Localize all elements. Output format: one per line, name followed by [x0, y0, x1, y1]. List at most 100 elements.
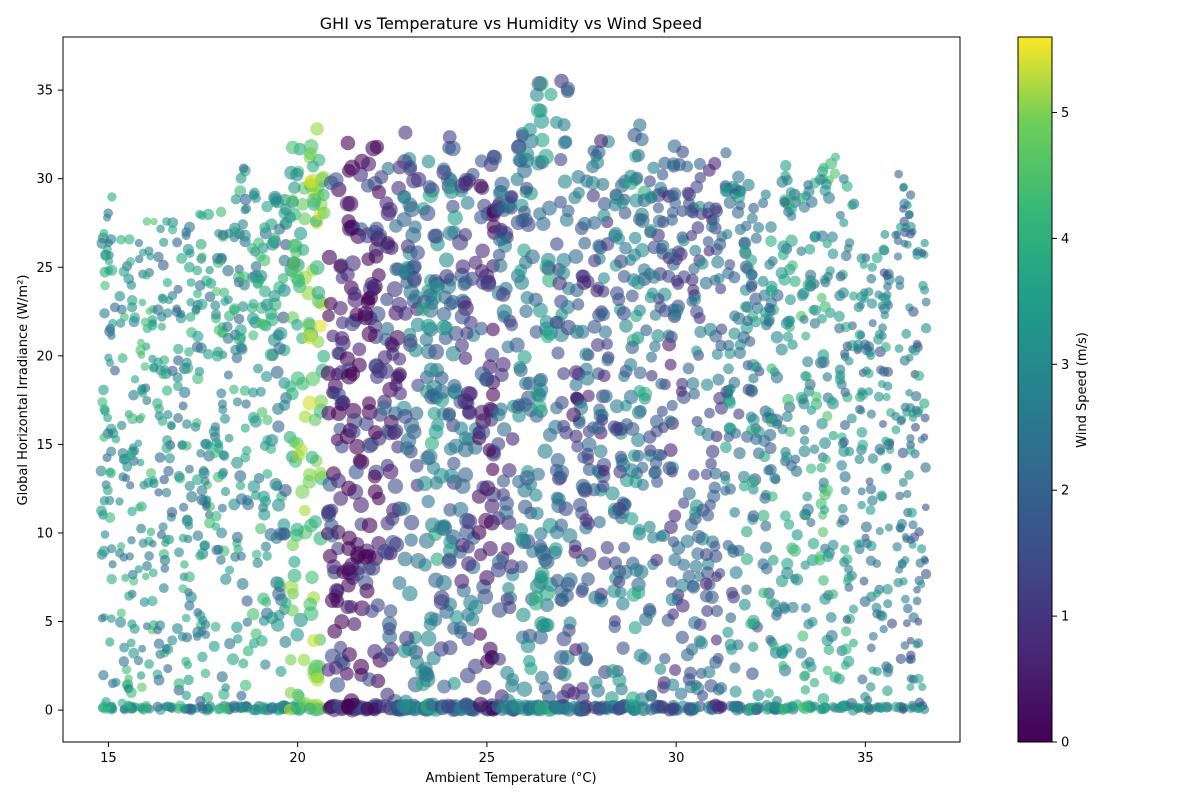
- scatter-point: [784, 294, 796, 306]
- scatter-point: [298, 410, 312, 424]
- scatter-point: [396, 212, 412, 228]
- scatter-point: [765, 235, 777, 247]
- scatter-point: [306, 160, 320, 173]
- scatter-point: [866, 409, 876, 419]
- scatter-point: [628, 231, 642, 245]
- scatter-point: [99, 496, 110, 506]
- scatter-point: [181, 613, 191, 623]
- scatter-point: [192, 474, 203, 486]
- scatter-point: [917, 436, 926, 444]
- scatter-point: [647, 270, 661, 284]
- scatter-point: [197, 651, 208, 663]
- scatter-point: [853, 343, 863, 353]
- scatter-point: [915, 558, 925, 568]
- scatter-point: [446, 199, 460, 214]
- scatter-point: [150, 217, 158, 226]
- scatter-point: [204, 291, 216, 303]
- scatter-point: [455, 259, 471, 275]
- scatter-point: [597, 209, 611, 223]
- scatter-point: [656, 239, 670, 253]
- scatter-point: [827, 396, 837, 406]
- scatter-point: [376, 400, 392, 416]
- scatter-point: [760, 541, 773, 554]
- scatter-point: [884, 523, 894, 532]
- scatter-point: [136, 458, 145, 467]
- scatter-point: [776, 646, 789, 659]
- scatter-point: [817, 692, 830, 705]
- scatter-point: [163, 465, 174, 477]
- scatter-point: [382, 463, 399, 480]
- scatter-point: [908, 520, 918, 530]
- scatter-point: [800, 560, 810, 570]
- scatter-point: [678, 497, 690, 509]
- scatter-point: [403, 514, 420, 531]
- scatter-point: [631, 585, 646, 600]
- y-tick-label: 15: [36, 438, 53, 453]
- scatter-point: [569, 378, 583, 392]
- scatter-point: [920, 238, 929, 248]
- scatter-point: [115, 616, 126, 628]
- scatter-point: [865, 477, 874, 486]
- scatter-point: [796, 246, 807, 257]
- scatter-point: [643, 430, 657, 444]
- scatter-point: [184, 221, 195, 233]
- x-tick-label: 30: [668, 751, 685, 766]
- scatter-point: [751, 704, 763, 716]
- scatter-point: [579, 347, 593, 361]
- scatter-point: [210, 300, 221, 311]
- scatter-point: [475, 243, 490, 259]
- scatter-point: [118, 656, 130, 667]
- scatter-point: [519, 147, 535, 162]
- scatter-point: [512, 408, 526, 423]
- scatter-point: [597, 196, 612, 211]
- scatter-point: [905, 353, 914, 362]
- scatter-point: [333, 491, 349, 506]
- scatter-point: [409, 406, 424, 421]
- scatter-point: [635, 213, 650, 228]
- scatter-point: [153, 674, 165, 686]
- scatter-point: [631, 275, 646, 290]
- scatter-point: [634, 564, 649, 579]
- scatter-point: [557, 367, 571, 381]
- scatter-point: [495, 356, 511, 373]
- scatter-point: [403, 333, 418, 348]
- scatter-point: [349, 438, 366, 455]
- scatter-point: [576, 582, 589, 596]
- scatter-point: [861, 533, 870, 542]
- scatter-point: [880, 229, 890, 239]
- scatter-point: [359, 583, 375, 599]
- scatter-point: [238, 271, 250, 283]
- colorbar-label: Wind Speed (m/s): [1075, 332, 1090, 448]
- scatter-point: [108, 318, 118, 328]
- scatter-point: [157, 322, 166, 331]
- scatter-point: [696, 257, 709, 270]
- scatter-point: [502, 582, 515, 595]
- scatter-point: [578, 651, 593, 666]
- scatter-point: [274, 223, 286, 235]
- scatter-point: [126, 257, 135, 266]
- scatter-point: [236, 332, 247, 343]
- scatter-point: [163, 409, 173, 420]
- scatter-point: [420, 450, 435, 466]
- scatter-point: [496, 304, 513, 320]
- scatter-point: [715, 681, 728, 694]
- scatter-point: [402, 585, 418, 602]
- scatter-point: [154, 488, 163, 497]
- scatter-point: [199, 540, 210, 551]
- scatter-point: [509, 337, 525, 353]
- scatter-point: [251, 193, 261, 204]
- scatter-point: [760, 189, 771, 200]
- scatter-point: [138, 644, 147, 653]
- scatter-point: [663, 443, 678, 457]
- scatter-point: [828, 430, 839, 441]
- scatter-point: [238, 658, 249, 669]
- scatter-point: [732, 190, 745, 204]
- scatter-point: [270, 365, 284, 379]
- scatter-point: [220, 703, 231, 714]
- scatter-point: [520, 638, 536, 654]
- scatter-point: [210, 621, 221, 632]
- scatter-point: [348, 464, 364, 480]
- scatter-point: [586, 189, 600, 203]
- scatter-point: [765, 463, 777, 476]
- scatter-point: [805, 463, 817, 474]
